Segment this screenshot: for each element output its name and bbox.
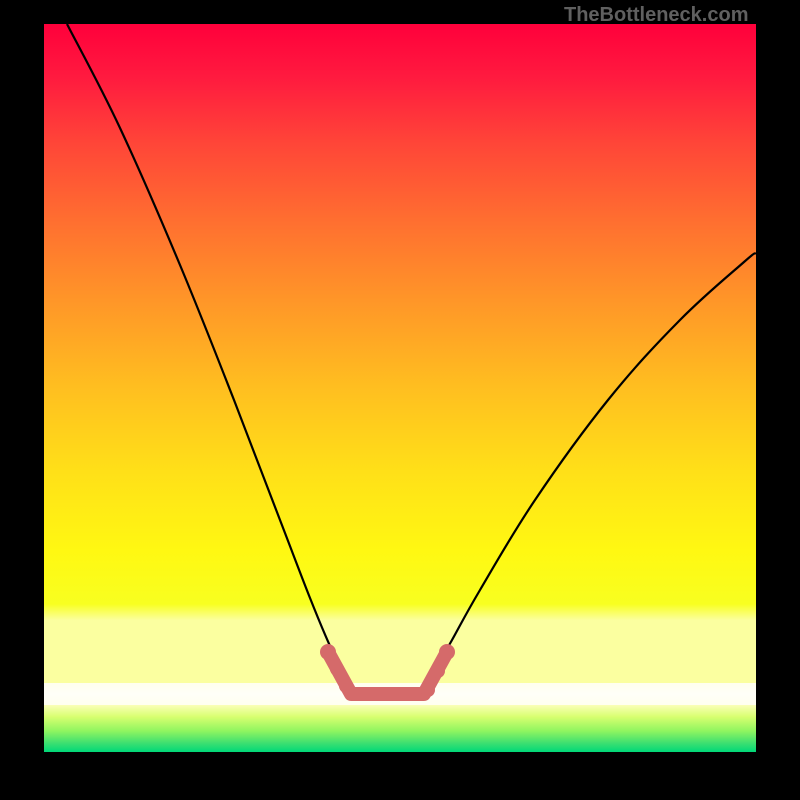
attribution-text: TheBottleneck.com <box>564 4 748 27</box>
chart-container: TheBottleneck.com <box>0 0 800 800</box>
gradient-background <box>44 24 756 752</box>
